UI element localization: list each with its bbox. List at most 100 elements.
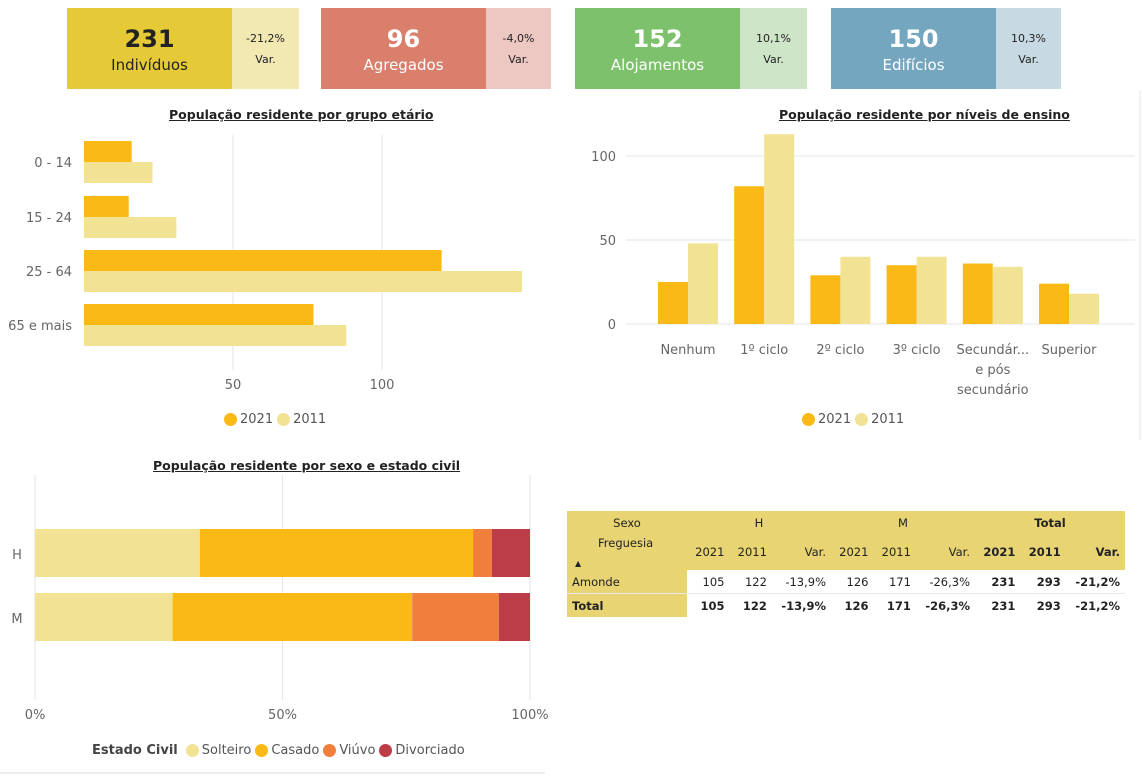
table-cell: 126	[831, 593, 874, 617]
legend-dot	[855, 413, 869, 426]
x-tick-label: 50%	[268, 708, 297, 723]
subheader[interactable]: 2011	[873, 534, 916, 570]
sort-up-icon[interactable]: ▲	[575, 559, 582, 568]
bar-2021-2	[84, 250, 442, 271]
bar-2021-3	[886, 265, 917, 324]
bar-2021-1	[84, 196, 129, 217]
y-tick-label: 100	[591, 150, 616, 165]
table-cell: 293	[1020, 593, 1066, 617]
legend-dot	[323, 744, 337, 757]
legend-item-2021[interactable]: 2021	[224, 412, 273, 427]
x-tick-label: 0%	[25, 708, 46, 723]
bar-segment-divorciado	[491, 529, 530, 577]
kpi-value: 96	[386, 24, 421, 53]
legend-label: Casado	[271, 743, 320, 758]
kpi-var-value: -21,2%	[246, 31, 285, 45]
y-tick-label: 0	[608, 318, 616, 333]
bar-2021-4	[962, 263, 993, 324]
x-category-label: Nenhum	[660, 343, 715, 358]
kpi-variation: 10,1% Var.	[740, 8, 807, 89]
table-cell: -26,3%	[915, 570, 975, 594]
kpi-main: 96 Agregados	[321, 8, 486, 89]
kpi-value: 152	[632, 24, 683, 53]
kpi-card-alojamentos[interactable]: 152 Alojamentos 10,1% Var.	[575, 8, 807, 89]
legend-item-2011[interactable]: 2011	[855, 412, 904, 427]
legend-item-viuvo[interactable]: Viúvo	[323, 743, 375, 758]
bar-segment-divorciado	[498, 593, 530, 641]
table-cell: -21,2%	[1065, 570, 1125, 594]
subheader[interactable]: 2021	[975, 534, 1021, 570]
kpi-card-individuos[interactable]: 231 Indivíduos -21,2% Var.	[67, 8, 299, 89]
legend-item-solteiro[interactable]: Solteiro	[185, 743, 252, 758]
x-tick-label: 100	[370, 378, 395, 393]
subheader[interactable]: Var.	[771, 534, 831, 570]
column-header-sexo[interactable]: Sexo	[567, 511, 687, 534]
kpi-card-agregados[interactable]: 96 Agregados -4,0% Var.	[321, 8, 551, 89]
subheader[interactable]: 2021	[687, 534, 730, 570]
bottom-divider	[0, 772, 545, 774]
kpi-main: 150 Edifícios	[831, 8, 996, 89]
x-category-label: Superior	[1042, 343, 1098, 358]
legend-label: Solteiro	[201, 743, 252, 758]
subheader[interactable]: 2011	[729, 534, 772, 570]
bar-2011-2	[840, 256, 871, 324]
legend-dot	[379, 744, 393, 757]
table-total-row[interactable]: Total 105 122 -13,9% 126 171 -26,3% 231 …	[567, 593, 1125, 617]
bar-segment-viúvo	[412, 593, 499, 641]
subheader[interactable]: 2011	[1020, 534, 1066, 570]
column-header-freguesia[interactable]: Freguesia ▲	[567, 534, 687, 570]
legend-dot	[802, 413, 815, 426]
legend-item-2011[interactable]: 2011	[277, 412, 326, 427]
x-category-label: Secundár... e pós secundário	[956, 343, 1029, 398]
row-header: Total	[567, 593, 687, 617]
y-category-label: M	[11, 612, 22, 627]
subheader[interactable]: 2021	[831, 534, 874, 570]
education-chart[interactable]: 0 50 100 Nenhum 1º ciclo 2º ciclo 3º ciclo Secu…	[570, 125, 1140, 415]
kpi-main: 231 Indivíduos	[67, 8, 232, 89]
table-cell: 105	[687, 593, 730, 617]
column-header-total[interactable]: Total	[975, 511, 1125, 534]
legend-label: 2011	[293, 412, 327, 427]
table-header-row-years: Freguesia ▲ 2021 2011 Var. 2021 2011 Var…	[567, 534, 1125, 570]
bar-2021-0	[658, 282, 688, 324]
education-chart-title: População residente por níveis de ensino	[779, 107, 1070, 122]
subheader[interactable]: Var.	[1065, 534, 1125, 570]
civil-status-legend: Estado Civil Solteiro Casado Viúvo Divor…	[92, 743, 469, 758]
age-chart[interactable]: 50 100 0 - 14 15 - 24 25 - 64 65 e mais	[0, 125, 560, 445]
legend-item-divorciado[interactable]: Divorciado	[379, 743, 465, 758]
bar-2011-1	[764, 134, 795, 324]
table-cell: 171	[873, 593, 916, 617]
table-cell: -26,3%	[915, 593, 975, 617]
bar-2021-2	[810, 275, 841, 324]
table-row[interactable]: Amonde 105 122 -13,9% 126 171 -26,3% 231…	[567, 570, 1125, 594]
bar-2011-5	[1069, 293, 1099, 324]
legend-item-2021[interactable]: 2021	[802, 412, 851, 427]
legend-item-casado[interactable]: Casado	[255, 743, 319, 758]
table-cell: 122	[729, 570, 772, 594]
bar-segment-viúvo	[473, 529, 492, 577]
legend-dot	[255, 744, 269, 757]
table-cell: 293	[1020, 570, 1066, 594]
kpi-var-value: 10,3%	[1011, 31, 1046, 45]
population-matrix-table[interactable]: Sexo H M Total Freguesia ▲ 2021 2011 Var…	[567, 511, 1125, 617]
civil-status-chart[interactable]: 0% 50% 100% H M	[0, 470, 560, 730]
legend-label: 2011	[871, 412, 905, 427]
x-category-label: 3º ciclo	[893, 343, 941, 358]
kpi-var-label: Var.	[255, 52, 276, 66]
column-header-m[interactable]: M	[831, 511, 975, 534]
table-cell: 171	[873, 570, 916, 594]
table-cell: 231	[975, 593, 1021, 617]
bar-segment-solteiro	[35, 593, 173, 641]
bar-2011-4	[992, 266, 1023, 324]
legend-label: 2021	[240, 412, 274, 427]
kpi-label: Edifícios	[882, 55, 945, 74]
kpi-variation: 10,3% Var.	[996, 8, 1061, 89]
kpi-value: 231	[124, 24, 175, 53]
legend-dot	[185, 744, 199, 757]
bar-2011-1	[84, 217, 177, 238]
kpi-card-edificios[interactable]: 150 Edifícios 10,3% Var.	[831, 8, 1061, 89]
subheader[interactable]: Var.	[915, 534, 975, 570]
table-cell: 105	[687, 570, 730, 594]
column-header-h[interactable]: H	[687, 511, 831, 534]
table-cell: 126	[831, 570, 874, 594]
